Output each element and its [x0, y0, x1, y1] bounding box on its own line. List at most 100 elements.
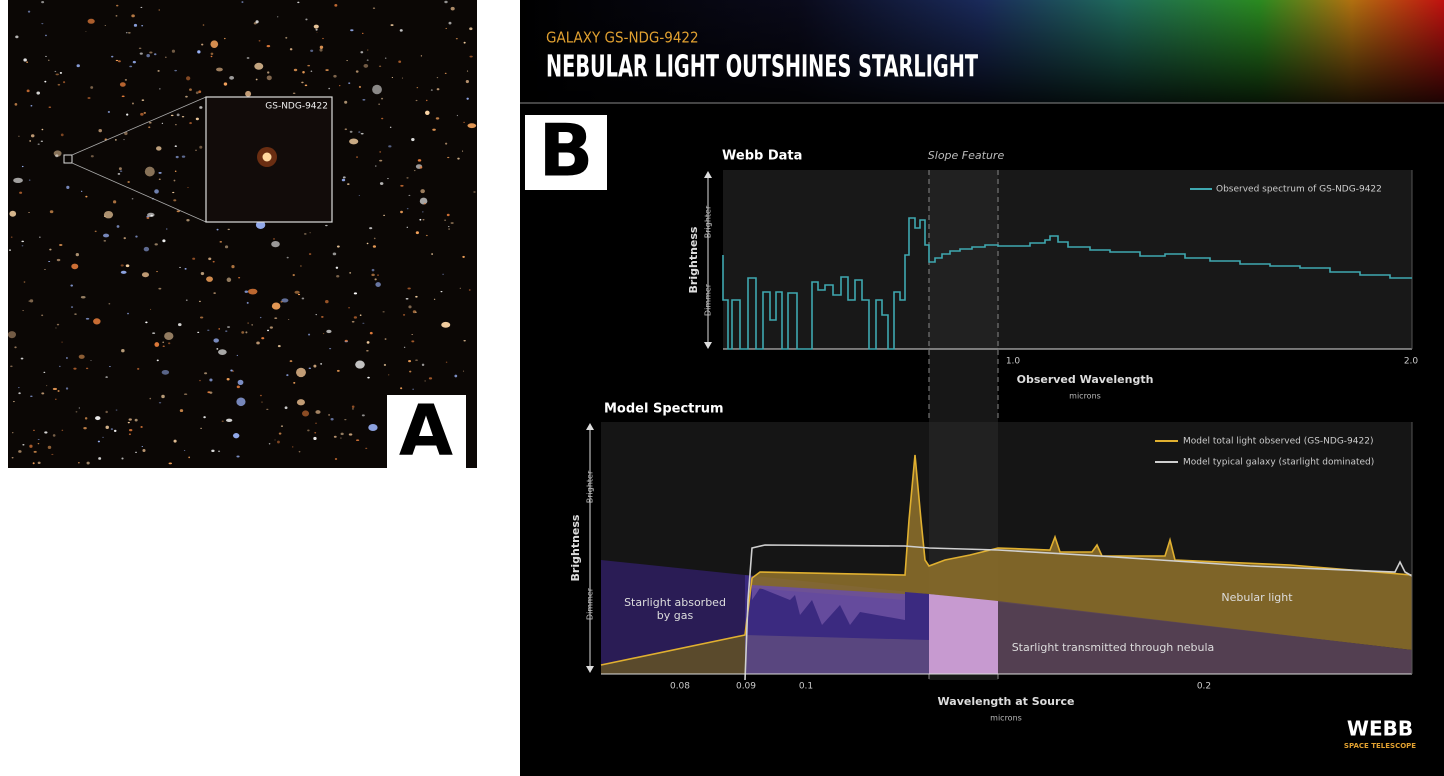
star — [447, 156, 450, 159]
star — [247, 322, 249, 324]
star — [22, 310, 24, 312]
star — [121, 349, 125, 353]
star — [236, 354, 238, 356]
star — [131, 198, 134, 200]
star — [417, 159, 422, 162]
star — [271, 302, 281, 310]
star — [313, 364, 317, 368]
star — [141, 272, 150, 278]
star — [333, 74, 337, 78]
star — [146, 54, 150, 58]
star — [308, 333, 311, 336]
star — [334, 4, 338, 7]
star — [351, 405, 355, 408]
star — [85, 195, 88, 198]
star — [236, 385, 240, 389]
star — [465, 79, 469, 84]
star — [389, 126, 392, 129]
star — [131, 102, 134, 105]
star — [356, 439, 360, 442]
star — [450, 222, 454, 224]
star — [30, 134, 35, 138]
star — [29, 299, 34, 303]
star — [259, 316, 262, 319]
star — [70, 284, 73, 287]
star — [322, 37, 324, 40]
star — [256, 341, 260, 345]
region-label: by gas — [657, 609, 694, 622]
star — [199, 379, 201, 382]
x-unit: microns — [1069, 392, 1101, 401]
star — [379, 182, 384, 185]
star — [358, 131, 361, 133]
continuum-fill — [601, 635, 745, 674]
star — [400, 184, 404, 187]
star — [313, 24, 319, 29]
star — [158, 178, 161, 180]
star — [289, 48, 293, 51]
star — [241, 1, 244, 3]
transmitted-region — [745, 635, 929, 674]
star — [162, 341, 165, 343]
star — [274, 317, 278, 319]
star — [293, 68, 298, 72]
star — [204, 372, 208, 375]
star — [384, 57, 387, 59]
star — [23, 58, 27, 62]
star — [372, 245, 377, 248]
star — [153, 53, 157, 56]
star — [117, 60, 121, 63]
star — [55, 73, 59, 76]
star — [110, 428, 114, 431]
star — [174, 145, 177, 147]
star — [43, 371, 46, 373]
star — [344, 128, 348, 131]
star — [344, 419, 347, 421]
star — [328, 414, 331, 416]
star — [407, 287, 411, 290]
star — [149, 51, 153, 54]
star — [414, 311, 417, 313]
star — [408, 305, 412, 309]
star — [128, 428, 133, 432]
star — [469, 55, 473, 58]
star — [446, 213, 450, 217]
star — [403, 346, 406, 348]
star — [195, 149, 197, 151]
star — [61, 429, 64, 431]
star — [280, 301, 283, 303]
star — [156, 359, 159, 362]
star — [310, 70, 313, 72]
star — [142, 448, 146, 453]
star — [374, 278, 377, 281]
star — [377, 274, 379, 276]
star — [59, 244, 63, 247]
star — [56, 258, 61, 262]
star — [94, 230, 97, 233]
star — [189, 88, 192, 91]
star — [209, 378, 213, 382]
star — [375, 282, 381, 287]
star — [104, 25, 106, 26]
star — [406, 177, 409, 179]
star — [355, 360, 365, 369]
star — [27, 10, 31, 13]
star — [85, 317, 90, 320]
x-tick-label: 0.09 — [736, 682, 756, 692]
star — [198, 300, 201, 303]
star — [102, 436, 104, 438]
star — [36, 91, 40, 95]
star — [292, 92, 296, 95]
star — [292, 446, 294, 448]
star — [80, 296, 86, 299]
star — [387, 177, 389, 180]
star — [48, 59, 50, 61]
star — [349, 271, 352, 274]
star — [18, 135, 20, 137]
star — [319, 48, 323, 52]
star — [28, 211, 30, 214]
star — [65, 387, 69, 390]
star — [143, 246, 150, 252]
star — [37, 438, 40, 440]
star — [141, 446, 144, 448]
